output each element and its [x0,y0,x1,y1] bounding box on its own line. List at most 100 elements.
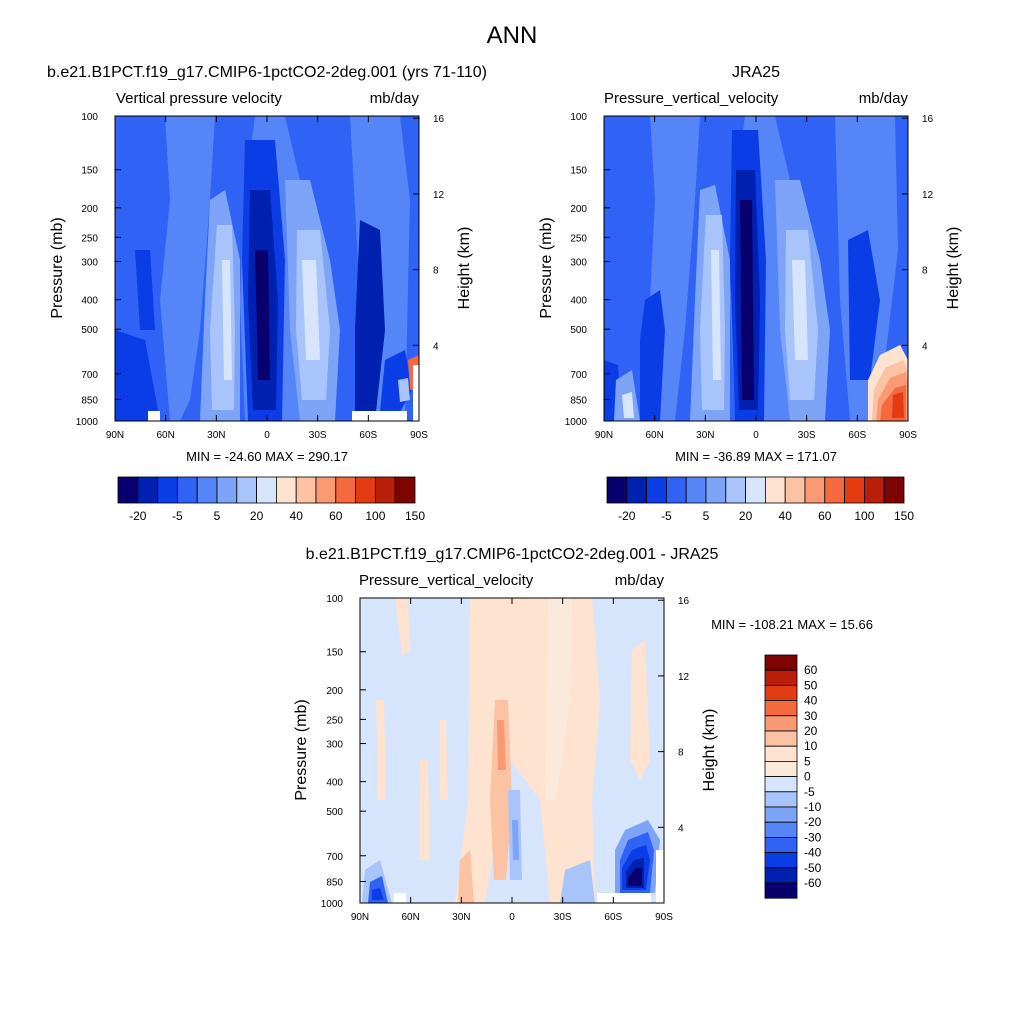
panel-diff-colorbar-box [764,745,798,762]
panel-diff-colorbar-box [764,882,798,899]
panel-obs-field [604,116,908,421]
panel-model-title: b.e21.B1PCT.f19_g17.CMIP6-1pctCO2-2deg.0… [47,64,487,81]
panel-obs-title: JRA25 [732,64,780,81]
panel-obs-colorbar-label: 100 [854,509,874,523]
figure-title: ANN [487,22,538,49]
panel-diff-ytick-label: 100 [326,594,343,605]
panel-model-ytick-label: 850 [81,395,98,406]
panel-obs-colorbar-box [626,476,647,504]
panel-obs-variable: Pressure_vertical_velocity [604,90,779,107]
panel-diff-colorbar-box [764,852,798,869]
panel-obs-colorbar-label: -5 [661,509,672,523]
panel-diff-colorbar-label: -40 [804,846,822,860]
panel-model-ytick-label: 100 [81,112,98,123]
panel-model-ytick-label: 200 [81,204,98,215]
panel-diff-xtick-label: 30S [554,912,572,923]
panel-obs-colorbar-label: 150 [894,509,914,523]
panel-obs-ytick-label: 100 [570,112,587,123]
panel-model-colorbar-box [216,476,238,504]
panel-diff-field [360,598,664,903]
panel-model-colorbar-box [275,476,297,504]
panel-diff-xtick-label: 90S [655,912,673,923]
panel-obs-height-tick-label: 4 [922,341,928,352]
panel-model-field [115,116,419,421]
panel-diff-colorbar-box [764,730,798,747]
panel-obs-colorbar-label: 20 [739,509,753,523]
panel-obs-colorbar-label: 60 [818,509,832,523]
panel-obs-ytick-label: 400 [570,296,587,307]
panel-diff-colorbar-label: 30 [804,709,818,723]
panel-model-xtick-label: 0 [264,430,270,441]
panel-obs-minmax: MIN = -36.89 MAX = 171.07 [675,449,837,464]
panel-diff-colorbar-box [764,669,798,686]
panel-diff-height-tick-label: 4 [678,823,684,834]
panel-diff-colorbar-label: -5 [804,785,815,799]
panel-obs-colorbar-box [705,476,727,504]
panel-diff-height-tick-label: 16 [678,596,690,607]
panel-diff: b.e21.B1PCT.f19_g17.CMIP6-1pctCO2-2deg.0… [293,546,873,923]
panel-model-colorbar-label: 150 [405,509,425,523]
panel-diff-colorbar-box [764,791,798,808]
panel-diff-height-tick-label: 12 [678,672,690,683]
panel-diff-ylabel-right: Height (km) [701,709,718,792]
panel-diff-colorbar-label: -50 [804,861,822,875]
panel-model-xtick-label: 60N [156,430,174,441]
panel-model-ytick-label: 1000 [76,417,99,428]
panel-obs-ytick-label: 300 [570,258,587,269]
panel-obs-ytick-label: 1000 [565,417,588,428]
panel-model-colorbar: -20 -5 5 20 40 60 100 150 [117,476,425,523]
panel-obs-xtick-label: 30N [696,430,714,441]
panel-model-colorbar-box [236,476,258,504]
panel-obs-colorbar-box [864,476,885,504]
panel-obs-height-tick-label: 16 [922,114,934,125]
panel-obs-colorbar-box [666,476,687,504]
panel-model-xtick-label: 60S [359,430,377,441]
panel-obs-ytick-label: 850 [570,395,587,406]
panel-model-units: mb/day [370,90,420,107]
panel-model-colorbar-label: -5 [172,509,183,523]
panel-diff-colorbar-label: 20 [804,724,818,738]
panel-model-xtick-label: 90N [106,430,124,441]
panel-obs-colorbar-box [606,476,628,504]
panel-model-colorbar-label: 20 [250,509,264,523]
panel-obs-colorbar-label: 5 [703,509,710,523]
panel-model-ytick-label: 300 [81,258,98,269]
panel-obs-xtick-label: 90S [899,430,917,441]
panel-model-ylabel-left: Pressure (mb) [49,217,66,318]
panel-obs-ytick-label: 200 [570,204,587,215]
panel-obs-height-tick-label: 12 [922,190,934,201]
panel-diff-ytick-label: 500 [326,807,343,818]
panel-model-colorbar-label: 40 [290,509,304,523]
panel-obs-ylabel-right: Height (km) [945,227,962,310]
panel-obs-ytick-label: 250 [570,233,587,244]
panel-obs-colorbar: -20 -5 5 20 40 60 100 150 [606,476,914,523]
panel-obs-ytick-label: 150 [570,166,587,177]
panel-obs-colorbar-box [883,476,905,504]
panel-diff-colorbar-label: -20 [804,815,822,829]
panel-diff-colorbar-box [764,806,798,823]
panel-model-colorbar-box [315,476,337,504]
panel-obs-xtick-label: 60S [848,430,866,441]
panel-diff-ytick-label: 150 [326,648,343,659]
panel-model-height-tick-label: 4 [433,341,439,352]
panel-obs-colorbar-box [646,476,667,504]
panel-diff-xtick-label: 0 [509,912,515,923]
panel-obs-units: mb/day [859,90,909,107]
panel-diff-colorbar-label: 5 [804,754,811,768]
panel-model-colorbar-box [256,476,277,504]
panel-diff-ylabel-left: Pressure (mb) [293,699,310,800]
panel-diff-colorbar-label: -30 [804,830,822,844]
panel-diff-ytick-label: 200 [326,686,343,697]
panel-model-colorbar-box [374,476,396,504]
panel-model-colorbar-box [157,476,178,504]
panel-obs-xtick-label: 0 [753,430,759,441]
panel-diff-colorbar-label: 10 [804,739,818,753]
panel-diff-colorbar-box [764,821,798,838]
panel-model-colorbar-box [117,476,139,504]
panel-obs-colorbar-label: 40 [779,509,793,523]
panel-model-colorbar-label: 5 [214,509,221,523]
panel-diff-colorbar-box [764,837,798,854]
panel-model-ytick-label: 500 [81,325,98,336]
panel-obs-height-tick-label: 8 [922,266,928,277]
